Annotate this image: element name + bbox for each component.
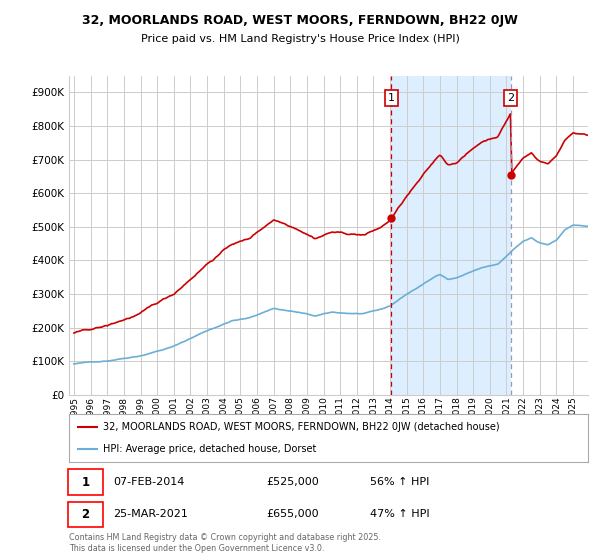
FancyBboxPatch shape: [68, 502, 103, 528]
Text: 47% ↑ HPI: 47% ↑ HPI: [370, 510, 430, 519]
Text: 32, MOORLANDS ROAD, WEST MOORS, FERNDOWN, BH22 0JW (detached house): 32, MOORLANDS ROAD, WEST MOORS, FERNDOWN…: [103, 422, 499, 432]
Text: Contains HM Land Registry data © Crown copyright and database right 2025.
This d: Contains HM Land Registry data © Crown c…: [69, 533, 381, 553]
FancyBboxPatch shape: [68, 469, 103, 495]
Text: Price paid vs. HM Land Registry's House Price Index (HPI): Price paid vs. HM Land Registry's House …: [140, 34, 460, 44]
Text: 2: 2: [82, 508, 89, 521]
Text: 1: 1: [388, 93, 395, 103]
Text: £655,000: £655,000: [266, 510, 319, 519]
Text: 32, MOORLANDS ROAD, WEST MOORS, FERNDOWN, BH22 0JW: 32, MOORLANDS ROAD, WEST MOORS, FERNDOWN…: [82, 14, 518, 27]
Text: £525,000: £525,000: [266, 477, 319, 487]
Text: 1: 1: [82, 475, 89, 489]
Text: 2: 2: [507, 93, 514, 103]
Text: HPI: Average price, detached house, Dorset: HPI: Average price, detached house, Dors…: [103, 444, 316, 454]
Text: 07-FEB-2014: 07-FEB-2014: [113, 477, 184, 487]
Text: 56% ↑ HPI: 56% ↑ HPI: [370, 477, 430, 487]
Text: 25-MAR-2021: 25-MAR-2021: [113, 510, 188, 519]
Bar: [391, 76, 511, 395]
